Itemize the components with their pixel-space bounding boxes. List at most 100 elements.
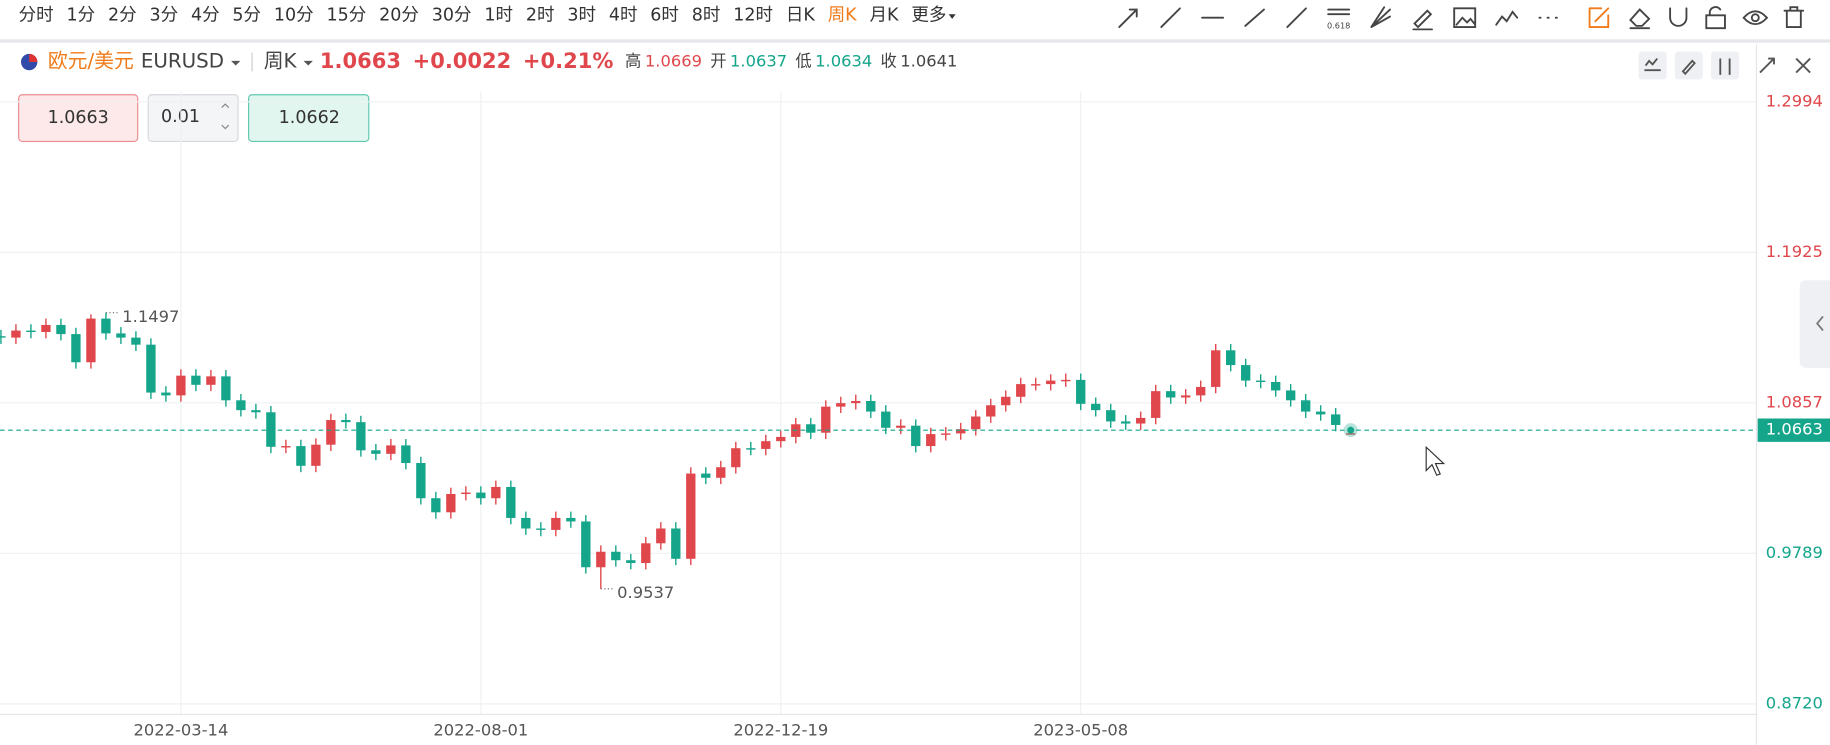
candle-body xyxy=(371,450,381,454)
sell-button[interactable] xyxy=(18,94,139,142)
candle-body xyxy=(866,401,876,412)
header-text: 欧元/美元 xyxy=(48,50,134,73)
drawing-tool[interactable] xyxy=(1370,6,1391,28)
drawing-tool[interactable] xyxy=(1629,8,1651,30)
candle-body xyxy=(506,486,516,518)
candle-body xyxy=(551,517,561,530)
current-price-badge xyxy=(1757,418,1830,442)
header-text: 周K xyxy=(264,50,298,73)
timeframe-button[interactable]: 日K xyxy=(786,5,815,25)
candle-body xyxy=(716,467,726,478)
spinner[interactable] xyxy=(221,103,230,130)
timeframe-button[interactable]: 2时 xyxy=(526,5,555,25)
candle-body xyxy=(1271,381,1281,391)
timeframe-button[interactable]: 5分 xyxy=(232,5,261,25)
drawing-tool[interactable] xyxy=(1244,8,1265,27)
candle-body xyxy=(56,324,66,335)
header-text: 1.0637 xyxy=(730,52,787,71)
candle-body xyxy=(1076,379,1086,404)
header-text: 1.0641 xyxy=(900,52,957,71)
timeframe-button[interactable]: 20分 xyxy=(379,5,419,25)
candle-body xyxy=(596,551,606,568)
dropdown-icon[interactable] xyxy=(303,60,313,66)
timeframe-button[interactable]: 3分 xyxy=(149,5,178,25)
timeframe-button[interactable]: 2分 xyxy=(108,5,137,25)
candle-body xyxy=(476,492,486,499)
chart-control-icon[interactable] xyxy=(1644,57,1661,72)
candle-body xyxy=(1286,390,1296,401)
drawing-tool[interactable] xyxy=(1160,7,1181,28)
drawing-tool[interactable] xyxy=(1118,8,1138,28)
chart-control[interactable] xyxy=(1710,51,1739,80)
candle-body xyxy=(1301,400,1311,412)
drawing-tool[interactable] xyxy=(1286,7,1307,28)
drawing-tool[interactable] xyxy=(1742,10,1769,26)
candle-body xyxy=(311,444,321,466)
side-tab[interactable] xyxy=(1799,280,1830,368)
drawing-tool[interactable] xyxy=(1705,6,1726,30)
timeframe-button[interactable]: 月K xyxy=(870,5,899,25)
candle-body xyxy=(431,498,441,513)
candle-body xyxy=(1151,391,1161,418)
header-text: EURUSD xyxy=(141,50,224,73)
candle-body xyxy=(401,445,411,463)
timeframe-button[interactable]: 分时 xyxy=(19,5,54,25)
candle-body xyxy=(566,517,576,522)
timeframe-button[interactable]: 更多 xyxy=(911,5,946,25)
candle-body xyxy=(1211,350,1221,387)
timeframe-button[interactable]: 1分 xyxy=(67,5,96,25)
drawing-tool[interactable] xyxy=(1783,6,1805,28)
x-tick-label: 2023-05-08 xyxy=(1033,720,1128,739)
drawing-tool[interactable] xyxy=(1327,8,1351,16)
x-tick-label: 2022-03-14 xyxy=(133,720,228,739)
timeframe-button[interactable]: 15分 xyxy=(327,5,367,25)
candle-body xyxy=(746,448,756,450)
drawing-tool[interactable] xyxy=(1495,10,1519,26)
candle-body xyxy=(1226,350,1236,366)
timeframe-button[interactable]: 30分 xyxy=(432,5,472,25)
buy-button[interactable] xyxy=(248,94,370,142)
candle-body xyxy=(446,493,456,513)
candle-body xyxy=(1001,396,1011,406)
timeframe-button[interactable]: 4时 xyxy=(609,5,638,25)
candle-body xyxy=(701,473,711,478)
chart-control-icon[interactable] xyxy=(1795,57,1811,74)
timeframe-button[interactable]: 1时 xyxy=(484,5,513,25)
drawing-tool[interactable] xyxy=(1669,7,1688,27)
candle-body xyxy=(971,416,981,430)
candle-body xyxy=(251,410,261,413)
timeframe-button[interactable]: 8时 xyxy=(692,5,721,25)
timeframe-button[interactable]: 周K xyxy=(828,5,857,25)
dropdown-icon[interactable] xyxy=(231,60,241,66)
candle-body xyxy=(176,375,186,396)
y-tick-label: 0.8720 xyxy=(1766,693,1823,712)
timeframe-button[interactable]: 4分 xyxy=(191,5,220,25)
candle-body xyxy=(296,446,306,466)
candle-body xyxy=(671,528,681,559)
header-text: 高 xyxy=(625,52,641,71)
chart-control-icon[interactable] xyxy=(1759,57,1775,74)
candle-body xyxy=(611,551,621,561)
grid xyxy=(0,91,1757,715)
candle-body xyxy=(761,441,771,449)
chart-control-icon[interactable] xyxy=(1719,58,1731,75)
drawing-tool[interactable] xyxy=(1412,9,1433,31)
candle-body xyxy=(26,330,36,332)
candle-body xyxy=(986,405,996,417)
drawing-tool[interactable] xyxy=(1453,7,1477,28)
timeframe-button[interactable]: 10分 xyxy=(274,5,314,25)
timeframe-button[interactable]: 6时 xyxy=(650,5,679,25)
candle-body xyxy=(641,543,651,564)
quantity-input[interactable] xyxy=(147,94,239,142)
timeframe-button[interactable]: 3时 xyxy=(567,5,596,25)
y-tick-label: 1.1925 xyxy=(1766,242,1823,261)
candle-body xyxy=(1046,380,1056,385)
header-text: 1.0669 xyxy=(645,52,702,71)
timeframe-button[interactable]: 12时 xyxy=(733,5,773,25)
y-tick-label: 1.0857 xyxy=(1766,392,1823,411)
chart-control-icon[interactable] xyxy=(1681,59,1696,76)
drawing-tool[interactable] xyxy=(1588,7,1610,28)
header-text: 开 xyxy=(710,52,726,71)
